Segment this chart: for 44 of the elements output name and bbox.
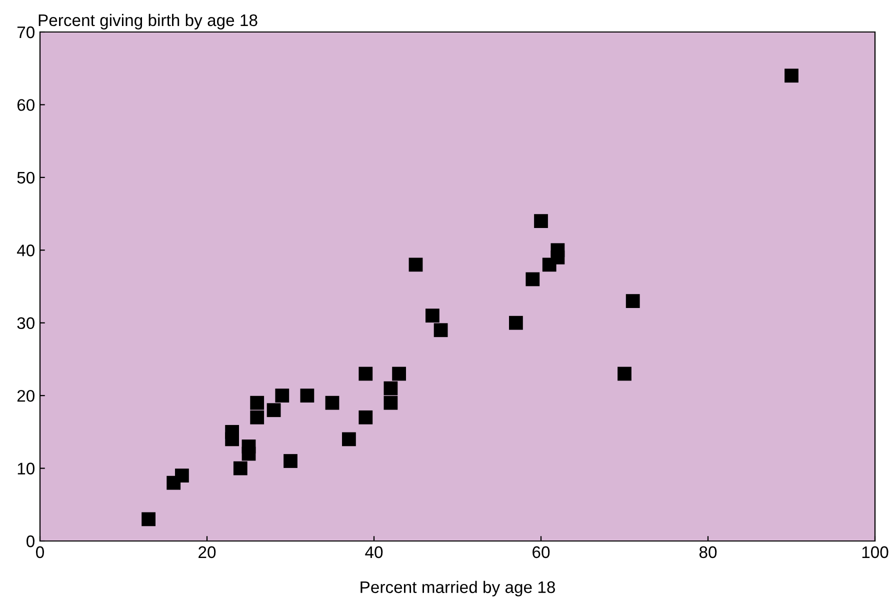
- point: [550, 250, 565, 264]
- x-tick-label: 80: [699, 546, 717, 558]
- point: [426, 308, 440, 323]
- y-tick-label: 60: [17, 99, 34, 111]
- point: [250, 396, 264, 410]
- point: [526, 272, 540, 286]
- point: [392, 366, 406, 381]
- point: [300, 388, 314, 403]
- x-tick-label: 0: [36, 546, 44, 558]
- point: [266, 403, 281, 418]
- y-tick-label: 70: [17, 26, 34, 38]
- point: [784, 68, 798, 83]
- point: [618, 366, 632, 381]
- y-tick-label: 40: [16, 244, 34, 256]
- point: [325, 396, 340, 410]
- point: [142, 512, 156, 526]
- y-tick-label: 0: [26, 535, 34, 548]
- point: [225, 432, 239, 446]
- point: [250, 410, 264, 424]
- x-tick-label: 60: [532, 546, 550, 558]
- y-tick-label: 10: [18, 462, 34, 474]
- point: [626, 294, 640, 308]
- x-tick-label: 20: [198, 546, 216, 558]
- x-axis-title: Percent married by age 18: [360, 580, 555, 596]
- point: [408, 258, 423, 272]
- point: [509, 316, 523, 330]
- point: [233, 461, 248, 476]
- point: [275, 388, 290, 403]
- point: [384, 381, 398, 396]
- point: [284, 454, 298, 468]
- y-axis-title: Percent giving birth by age 18: [38, 14, 258, 30]
- point: [434, 323, 448, 338]
- x-tick-label: 40: [365, 546, 383, 558]
- y-tick-label: 30: [17, 317, 34, 330]
- point: [534, 214, 548, 228]
- y-tick-label: 20: [17, 390, 34, 402]
- point: [175, 468, 189, 482]
- point: [342, 432, 356, 446]
- point: [242, 446, 256, 461]
- y-tick-label: 50: [17, 172, 34, 184]
- point: [384, 396, 398, 410]
- x-tick-label: 100: [862, 546, 888, 558]
- point: [358, 366, 373, 381]
- point: [358, 410, 373, 424]
